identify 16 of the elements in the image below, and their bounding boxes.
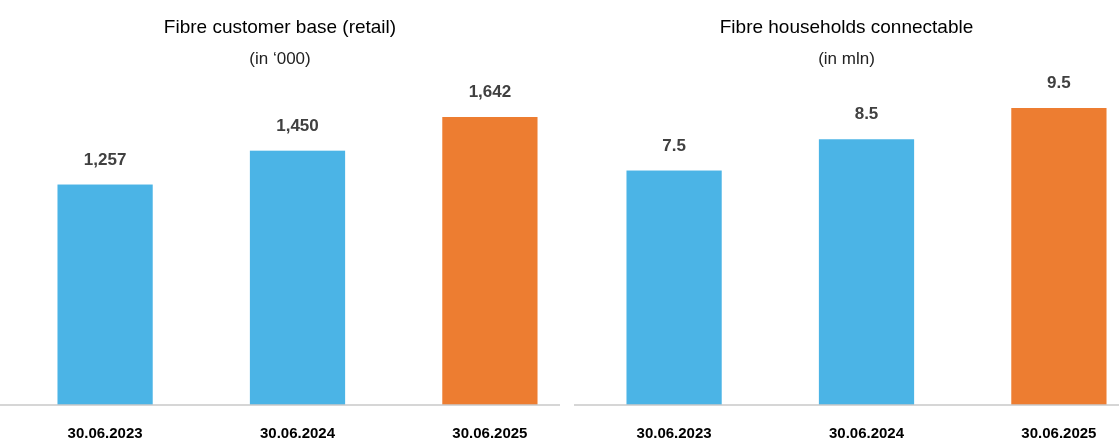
x-tick-label: 30.06.2025 bbox=[452, 424, 528, 439]
x-tick-label: 30.06.2025 bbox=[1021, 424, 1097, 439]
chart-title: Fibre customer base (retail) bbox=[163, 16, 397, 37]
data-label: 1,450 bbox=[276, 115, 319, 135]
data-label: 9.5 bbox=[1047, 73, 1071, 92]
chart-subtitle: (in mln) bbox=[818, 49, 875, 68]
data-label: 1,642 bbox=[468, 82, 512, 101]
data-label: 1,257 bbox=[83, 149, 127, 169]
x-tick-label: 30.06.2023 bbox=[67, 424, 143, 439]
chart-title: Fibre households connectable bbox=[719, 16, 974, 37]
data-label: 8.5 bbox=[854, 104, 879, 124]
data-label: 7.5 bbox=[662, 135, 686, 155]
x-tick-label: 30.06.2024 bbox=[259, 424, 336, 439]
chart-subtitle: (in ‘000) bbox=[249, 49, 311, 68]
x-tick-label: 30.06.2023 bbox=[636, 424, 712, 439]
x-tick-label: 30.06.2024 bbox=[828, 424, 905, 439]
